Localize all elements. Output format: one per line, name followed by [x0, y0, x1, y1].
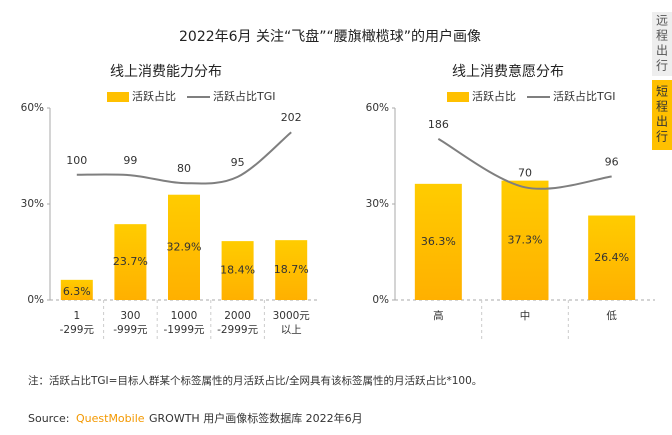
y-tick-label: 60%: [366, 102, 389, 114]
bar: [501, 180, 549, 300]
tgi-line: [437, 138, 612, 190]
x-tick-line: 2000: [224, 310, 251, 322]
legend-swatch: [447, 92, 469, 102]
bar: [114, 224, 147, 300]
y-tick-label: 0%: [27, 294, 44, 306]
x-tick-label: 高: [433, 309, 444, 322]
x-tick-line: 中: [520, 309, 531, 322]
value-label: 23.7%: [113, 255, 148, 268]
tab[interactable]: 短程出行: [652, 80, 672, 150]
source-label: Source:: [28, 412, 70, 425]
bar: [60, 279, 93, 300]
tgi-label: 202: [281, 111, 302, 124]
x-tick-line: -1999元: [163, 324, 205, 336]
tab[interactable]: 远程出行: [652, 12, 672, 76]
source-text: GROWTH 用户画像标签数据库 2022年6月: [149, 411, 363, 425]
tgi-label: 99: [123, 154, 137, 167]
bar: [588, 215, 636, 300]
value-label: 6.3%: [63, 285, 91, 298]
x-tick-line: 以上: [281, 324, 302, 336]
value-label: 26.4%: [594, 251, 629, 264]
bar: [414, 183, 462, 300]
legend-label: 活跃占比TGI: [553, 89, 616, 103]
y-tick-label: 30%: [366, 198, 389, 210]
x-tick-label: 1000 -1999元: [163, 310, 205, 336]
x-tick-line: 3000元: [273, 310, 311, 322]
bar: [168, 194, 200, 300]
chart-title: 线上消费能力分布: [110, 64, 222, 80]
x-tick-line: -2999元: [217, 324, 259, 336]
source-brand: QuestMobile: [76, 412, 145, 425]
value-label: 18.7%: [274, 263, 309, 276]
tgi-label: 100: [66, 154, 87, 167]
x-tick-line: 低: [606, 309, 617, 322]
legend-label: 活跃占比: [132, 89, 176, 103]
tgi-label: 80: [177, 162, 191, 175]
x-tick-label: 中: [520, 309, 531, 322]
legend-swatch: [107, 92, 129, 102]
x-tick-line: 高: [433, 309, 444, 322]
x-tick-line: 1: [73, 310, 80, 322]
legend-label: 活跃占比TGI: [213, 89, 276, 103]
bar: [275, 240, 308, 300]
tgi-label: 70: [518, 166, 532, 179]
chart-title: 线上消费意愿分布: [452, 63, 564, 80]
tgi-label: 95: [231, 156, 245, 169]
tgi-line: [76, 131, 292, 185]
x-tick-line: -299元: [60, 324, 95, 336]
value-label: 18.4%: [220, 264, 255, 277]
x-tick-label: 低: [606, 309, 617, 322]
tgi-label: 186: [428, 118, 449, 131]
y-tick-label: 0%: [372, 294, 389, 306]
bar: [221, 241, 254, 300]
tgi-label: 96: [605, 155, 619, 168]
note: 注：活跃占比TGI=目标人群某个标签属性的月活跃占比/全网具有该标签属性的月活跃…: [28, 374, 482, 387]
x-tick-line: 1000: [171, 310, 198, 322]
x-tick-label: 2000 -2999元: [217, 310, 259, 336]
x-tick-label: 300 -999元: [113, 310, 148, 336]
y-tick-label: 60%: [21, 102, 44, 114]
y-tick-label: 30%: [21, 198, 44, 210]
value-label: 37.3%: [508, 233, 543, 246]
page-title: 2022年6月 关注“飞盘”“腰旗橄榄球”的用户画像: [179, 28, 481, 45]
x-tick-line: 300: [120, 310, 140, 322]
x-tick-label: 3000元以上: [273, 310, 311, 336]
x-tick-line: -999元: [113, 324, 148, 336]
legend-label: 活跃占比: [472, 89, 516, 103]
x-tick-label: 1 -299元: [60, 310, 95, 336]
value-label: 36.3%: [421, 235, 456, 248]
value-label: 32.9%: [167, 240, 202, 253]
